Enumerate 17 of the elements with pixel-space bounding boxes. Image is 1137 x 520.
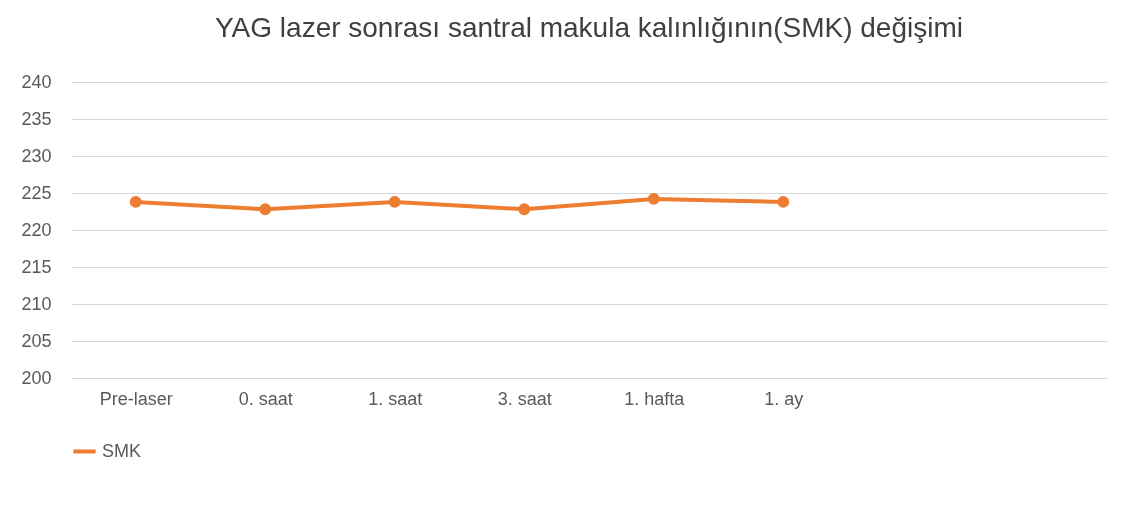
y-tick-label: 235 xyxy=(21,108,52,129)
y-tick-label: 220 xyxy=(21,219,52,240)
x-tick-label: 1. saat xyxy=(368,388,423,409)
y-tick-label: 200 xyxy=(21,367,52,388)
y-tick-label: 230 xyxy=(21,145,52,166)
y-tick-label: 205 xyxy=(21,330,52,351)
y-tick-label: 210 xyxy=(21,293,52,314)
chart-title: YAG lazer sonrası santral makula kalınlığının(SMK) değişimi xyxy=(215,12,963,43)
x-tick-label: 1. ay xyxy=(764,388,804,409)
legend-label: SMK xyxy=(102,440,142,461)
x-tick-label: 0. saat xyxy=(238,388,293,409)
x-tick-label: 3. saat xyxy=(497,388,552,409)
y-tick-label: 240 xyxy=(21,71,52,92)
x-tick-label: Pre-laser xyxy=(99,388,173,409)
x-tick-label: 1. hafta xyxy=(624,388,686,409)
y-tick-label: 215 xyxy=(21,256,52,277)
y-tick-label: 225 xyxy=(21,182,52,203)
